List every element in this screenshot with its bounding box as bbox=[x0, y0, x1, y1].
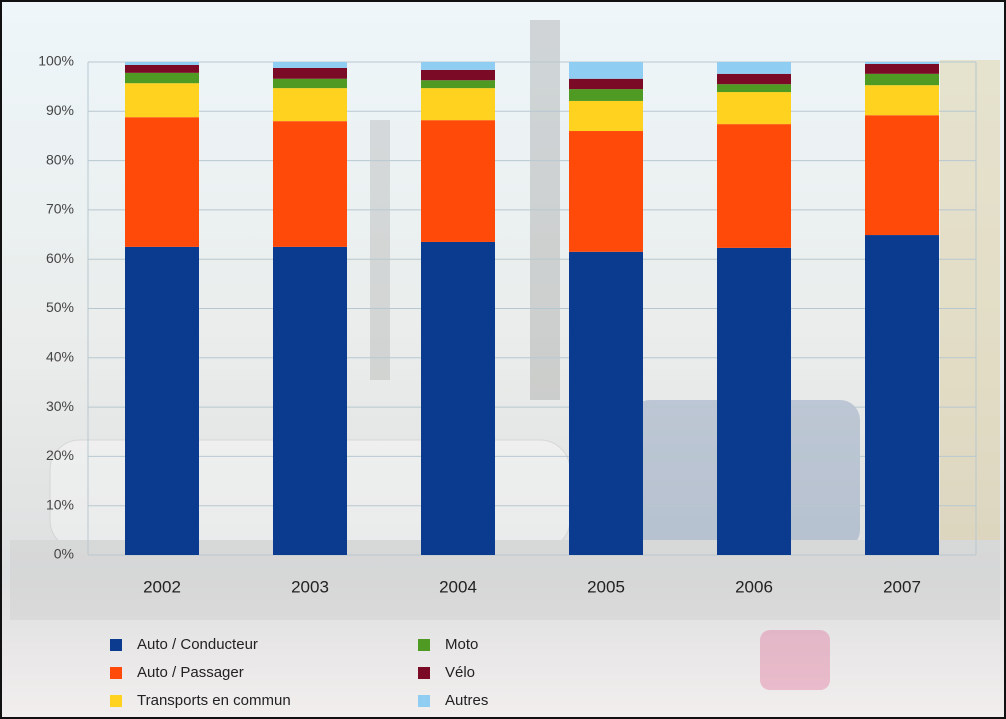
bar-segment bbox=[569, 62, 643, 79]
legend-label: Transports en commun bbox=[137, 692, 291, 709]
legend-swatch bbox=[418, 667, 430, 679]
bar-segment bbox=[717, 84, 791, 93]
y-tick-label: 40% bbox=[46, 349, 74, 365]
bar-segment bbox=[569, 131, 643, 252]
y-tick-label: 10% bbox=[46, 496, 74, 512]
bar-segment bbox=[421, 120, 495, 242]
y-tick-label: 80% bbox=[46, 151, 74, 167]
bar-segment bbox=[125, 83, 199, 118]
bar-segment bbox=[125, 246, 199, 555]
bar-segment bbox=[125, 72, 199, 84]
bar-segment bbox=[421, 80, 495, 89]
legend-label: Autres bbox=[445, 692, 488, 709]
y-tick-label: 50% bbox=[46, 299, 74, 315]
legend-label: Vélo bbox=[445, 664, 475, 681]
bar-segment bbox=[273, 62, 347, 68]
bar-segment bbox=[717, 73, 791, 85]
bar-segment bbox=[125, 64, 199, 73]
x-tick-label: 2003 bbox=[291, 577, 329, 596]
legend-label: Auto / Conducteur bbox=[137, 636, 258, 653]
bar-segment bbox=[569, 251, 643, 555]
bar-segment bbox=[717, 62, 791, 74]
bar-segment bbox=[273, 88, 347, 122]
bar-segment bbox=[273, 67, 347, 79]
legend-swatch bbox=[110, 639, 122, 651]
bar-segment bbox=[421, 241, 495, 555]
bar-segment bbox=[865, 63, 939, 74]
x-tick-label: 2002 bbox=[143, 577, 181, 596]
x-tick-label: 2006 bbox=[735, 577, 773, 596]
bar-segment bbox=[273, 121, 347, 247]
bar-segment bbox=[421, 69, 495, 81]
x-tick-label: 2007 bbox=[883, 577, 921, 596]
bar-segment bbox=[865, 235, 939, 555]
bar-segment bbox=[421, 62, 495, 70]
legend-swatch bbox=[418, 639, 430, 651]
bar-segment bbox=[865, 115, 939, 236]
y-tick-label: 90% bbox=[46, 102, 74, 118]
bar-segment bbox=[717, 124, 791, 248]
bar-segment bbox=[569, 78, 643, 90]
y-tick-label: 20% bbox=[46, 447, 74, 463]
bar-segment bbox=[865, 62, 939, 64]
bar-segment bbox=[865, 85, 939, 116]
legend-label: Auto / Passager bbox=[137, 664, 244, 681]
bar-segment bbox=[865, 73, 939, 86]
x-tick-label: 2005 bbox=[587, 577, 625, 596]
bar-segment bbox=[125, 62, 199, 65]
bar-segment bbox=[273, 78, 347, 89]
legend-swatch bbox=[110, 667, 122, 679]
x-tick-label: 2004 bbox=[439, 577, 477, 596]
bar-segment bbox=[717, 247, 791, 555]
bar-segment bbox=[273, 246, 347, 555]
legend-swatch bbox=[418, 695, 430, 707]
y-tick-label: 0% bbox=[54, 546, 74, 562]
bar-segment bbox=[569, 89, 643, 101]
y-tick-label: 100% bbox=[38, 53, 74, 69]
y-tick-label: 30% bbox=[46, 398, 74, 414]
y-tick-label: 60% bbox=[46, 250, 74, 266]
y-tick-label: 70% bbox=[46, 201, 74, 217]
legend-swatch bbox=[110, 695, 122, 707]
bar-segment bbox=[717, 92, 791, 125]
bar-segment bbox=[421, 88, 495, 121]
legend-label: Moto bbox=[445, 636, 478, 653]
bar-segment bbox=[569, 100, 643, 132]
bar-segment bbox=[125, 117, 199, 247]
